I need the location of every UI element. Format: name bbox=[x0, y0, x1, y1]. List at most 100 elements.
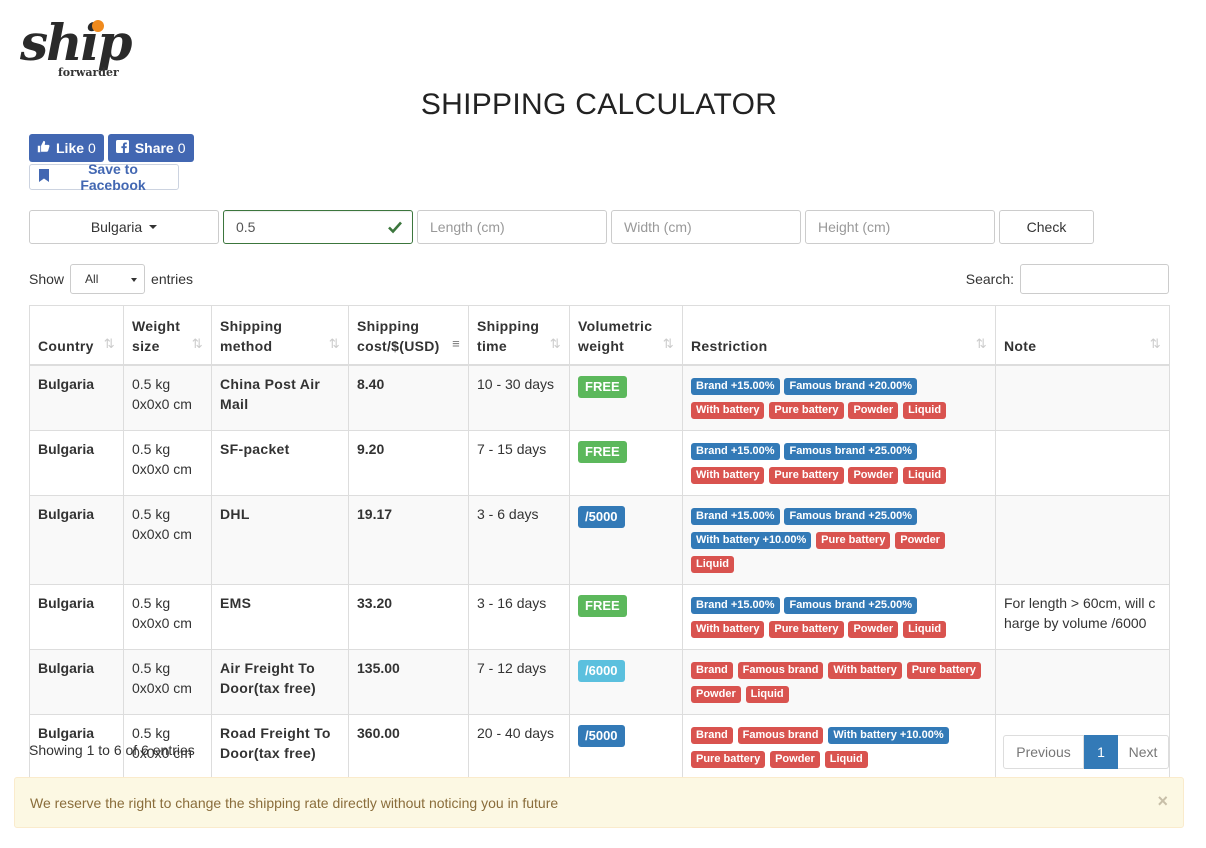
table-length-control: Show All entries bbox=[29, 264, 193, 294]
table-row: Bulgaria 0.5 kg 0x0x0 cm Air Freight To Doo… bbox=[29, 648, 1170, 715]
table-row: Bulgaria 0.5 kg 0x0x0 cm China Post Air Mai… bbox=[29, 364, 1170, 431]
table-search: Search: bbox=[966, 264, 1169, 294]
weight-input[interactable] bbox=[223, 210, 413, 244]
restriction-tag: With battery bbox=[828, 661, 902, 679]
restriction-tag: Powder bbox=[848, 466, 899, 484]
header-weight-size[interactable]: Weight size ⇅ bbox=[123, 305, 212, 366]
cell-shipping-cost: 19.17 bbox=[348, 494, 469, 585]
cell-shipping-cost: 9.20 bbox=[348, 429, 469, 496]
checkmark-icon bbox=[387, 219, 403, 235]
entries-select[interactable]: All bbox=[70, 264, 146, 294]
page-1-button[interactable]: 1 bbox=[1084, 735, 1118, 769]
facebook-share-button[interactable]: Share 0 bbox=[107, 134, 194, 162]
sort-icon: ⇅ bbox=[549, 335, 561, 351]
volumetric-badge: /5000 bbox=[578, 724, 625, 747]
previous-page-button[interactable]: Previous bbox=[1003, 735, 1084, 769]
restriction-tag: Brand bbox=[691, 661, 733, 679]
restriction-tag: Liquid bbox=[903, 401, 947, 419]
table-row: Bulgaria 0.5 kg 0x0x0 cm Road Freight To Do… bbox=[29, 713, 1170, 780]
restriction-tag: Pure battery bbox=[816, 531, 891, 549]
restriction-tag: Brand bbox=[691, 726, 733, 744]
sort-icon: ⇅ bbox=[975, 335, 987, 351]
cell-note bbox=[995, 364, 1170, 431]
cell-weight-size: 0.5 kg 0x0x0 cm bbox=[123, 429, 212, 496]
length-input[interactable] bbox=[417, 210, 607, 244]
cell-shipping-cost: 8.40 bbox=[348, 364, 469, 431]
share-label: Share bbox=[134, 140, 174, 156]
cell-shipping-method: EMS bbox=[211, 583, 349, 650]
cell-volumetric-weight: /5000 bbox=[569, 494, 683, 585]
search-input[interactable] bbox=[1020, 264, 1169, 294]
country-dropdown[interactable]: Bulgaria bbox=[29, 210, 219, 244]
logo-subtext: forwarder bbox=[58, 66, 119, 79]
cell-volumetric-weight: FREE bbox=[569, 429, 683, 496]
cell-shipping-method: Air Freight To Door(tax free) bbox=[211, 648, 349, 715]
cell-shipping-cost: 33.20 bbox=[348, 583, 469, 650]
cell-weight-size: 0.5 kg 0x0x0 cm bbox=[123, 494, 212, 585]
cell-restriction: Brand Famous brand With battery +10.00% … bbox=[682, 713, 996, 780]
cell-restriction: Brand +15.00% Famous brand +25.00% With … bbox=[682, 494, 996, 585]
sort-icon: ⇅ bbox=[328, 335, 340, 351]
cell-shipping-cost: 135.00 bbox=[348, 648, 469, 715]
table-row: Bulgaria 0.5 kg 0x0x0 cm DHL 19.17 3 - 6 days… bbox=[29, 494, 1170, 585]
cell-shipping-time: 7 - 15 days bbox=[468, 429, 570, 496]
like-count: 0 bbox=[88, 140, 96, 156]
facebook-like-button[interactable]: Like 0 bbox=[29, 134, 104, 162]
restriction-tag: With battery bbox=[691, 401, 765, 419]
restriction-tag: Famous brand +25.00% bbox=[784, 507, 918, 525]
table-info: Showing 1 to 6 of 6 entries bbox=[29, 742, 195, 758]
volumetric-badge: FREE bbox=[578, 440, 627, 463]
restriction-tag: Liquid bbox=[903, 620, 947, 638]
check-button[interactable]: Check bbox=[999, 210, 1094, 244]
width-input[interactable] bbox=[611, 210, 801, 244]
volumetric-badge: /5000 bbox=[578, 505, 625, 528]
entries-select-value: All bbox=[85, 272, 99, 286]
facebook-buttons: Like 0 Share 0 bbox=[29, 134, 194, 162]
save-label: Save to Facebook bbox=[80, 161, 146, 193]
next-page-button[interactable]: Next bbox=[1118, 735, 1169, 769]
restriction-tag: Powder bbox=[895, 531, 945, 549]
cell-weight-size: 0.5 kg 0x0x0 cm bbox=[123, 583, 212, 650]
height-input[interactable] bbox=[805, 210, 995, 244]
volumetric-badge: FREE bbox=[578, 375, 627, 398]
table-header-row: Country ⇅ Weight size ⇅ Shipping method ⇅ Shi… bbox=[29, 305, 1170, 366]
save-to-facebook-button[interactable]: Save to Facebook bbox=[29, 161, 179, 193]
logo-graphic: ship forwarder bbox=[19, 13, 134, 79]
header-note[interactable]: Note ⇅ bbox=[995, 305, 1170, 366]
header-shipping-time[interactable]: Shipping time ⇅ bbox=[468, 305, 570, 366]
bookmark-icon bbox=[39, 169, 49, 185]
alert-text: We reserve the right to change the shipp… bbox=[30, 794, 559, 811]
header-shipping-method[interactable]: Shipping method ⇅ bbox=[211, 305, 349, 366]
header-volumetric-weight[interactable]: Volumetric weight ⇅ bbox=[569, 305, 683, 366]
header-shipping-cost[interactable]: Shipping cost/$(USD) ≡ bbox=[348, 305, 469, 366]
restriction-tag: Brand +15.00% bbox=[691, 442, 780, 460]
sort-icon: ⇅ bbox=[1149, 335, 1161, 351]
restriction-tag: Brand +15.00% bbox=[691, 507, 780, 525]
restriction-tag: Famous brand bbox=[737, 661, 824, 679]
sort-icon: ⇅ bbox=[662, 335, 674, 351]
entries-label: entries bbox=[151, 271, 194, 287]
cell-shipping-time: 3 - 16 days bbox=[468, 583, 570, 650]
select-arrow-icon bbox=[131, 278, 138, 282]
table-row: Bulgaria 0.5 kg 0x0x0 cm EMS 33.20 3 - 16 day… bbox=[29, 583, 1170, 650]
restriction-tag: Famous brand bbox=[737, 726, 824, 744]
cell-country: Bulgaria bbox=[29, 494, 124, 585]
restriction-tag: Powder bbox=[848, 401, 899, 419]
restriction-tag: Liquid bbox=[824, 750, 868, 768]
restriction-tag: Famous brand +25.00% bbox=[784, 596, 918, 614]
logo-dot-icon bbox=[92, 20, 104, 32]
close-icon[interactable]: × bbox=[1157, 791, 1168, 811]
header-restriction[interactable]: Restriction ⇅ bbox=[682, 305, 996, 366]
header-country[interactable]: Country ⇅ bbox=[29, 305, 124, 366]
restriction-tag: Pure battery bbox=[769, 620, 844, 638]
sort-icon: ⇅ bbox=[191, 335, 203, 351]
cell-restriction: Brand Famous brand With battery Pure bat… bbox=[682, 648, 996, 715]
ship-forwarder-logo[interactable]: ship forwarder bbox=[18, 8, 143, 93]
restriction-tag: With battery +10.00% bbox=[828, 726, 949, 744]
share-count: 0 bbox=[177, 140, 186, 156]
cell-shipping-time: 10 - 30 days bbox=[468, 364, 570, 431]
cell-volumetric-weight: FREE bbox=[569, 364, 683, 431]
cell-shipping-method: SF-packet bbox=[211, 429, 349, 496]
restriction-tag: Pure battery bbox=[691, 750, 766, 768]
cell-volumetric-weight: /5000 bbox=[569, 713, 683, 780]
